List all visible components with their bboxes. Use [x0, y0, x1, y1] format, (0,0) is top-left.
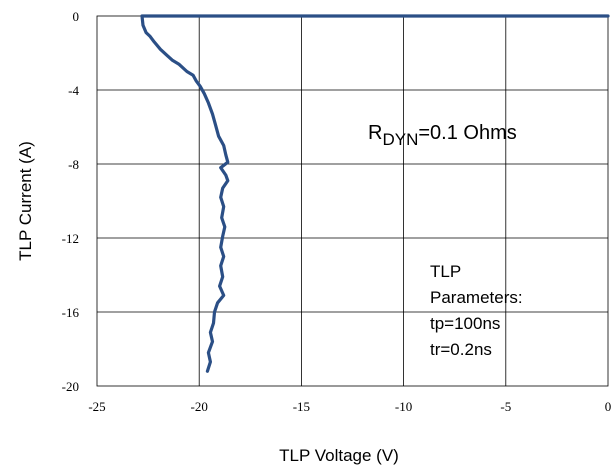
x-tick-label: 0 — [605, 399, 612, 414]
x-tick-label: -20 — [191, 399, 208, 414]
y-axis-title: TLP Current (A) — [16, 141, 35, 261]
param-line-2: Parameters: — [430, 288, 523, 307]
rdyn-main: R — [368, 122, 382, 144]
grid-layer — [97, 16, 608, 386]
rdyn-rest: =0.1 Ohms — [418, 122, 516, 144]
y-tick-label: -4 — [68, 83, 79, 98]
y-tick-label: -16 — [62, 305, 80, 320]
rdyn-annotation: RDYN=0.1 Ohms — [368, 122, 517, 149]
rdyn-sub: DYN — [382, 130, 418, 149]
y-tick-label: -12 — [62, 231, 79, 246]
x-tick-label: -10 — [395, 399, 412, 414]
x-tick-label: -5 — [500, 399, 511, 414]
x-tick-label: -15 — [293, 399, 310, 414]
tlp-parameters-annotation: TLP Parameters: tp=100ns tr=0.2ns — [430, 262, 523, 359]
y-tick-label: -20 — [62, 379, 79, 394]
y-tick-labels: 0 -4 -8 -12 -16 -20 — [62, 9, 80, 394]
param-line-1: TLP — [430, 262, 461, 281]
param-line-3: tp=100ns — [430, 314, 500, 333]
x-axis-title: TLP Voltage (V) — [279, 446, 399, 465]
x-tick-label: -25 — [88, 399, 105, 414]
plot-frame — [96, 15, 609, 387]
x-tick-labels: -25 -20 -15 -10 -5 0 — [88, 399, 611, 414]
series-line — [140, 14, 610, 373]
y-tick-label: -8 — [68, 157, 79, 172]
y-tick-label: 0 — [73, 9, 80, 24]
param-line-4: tr=0.2ns — [430, 340, 492, 359]
